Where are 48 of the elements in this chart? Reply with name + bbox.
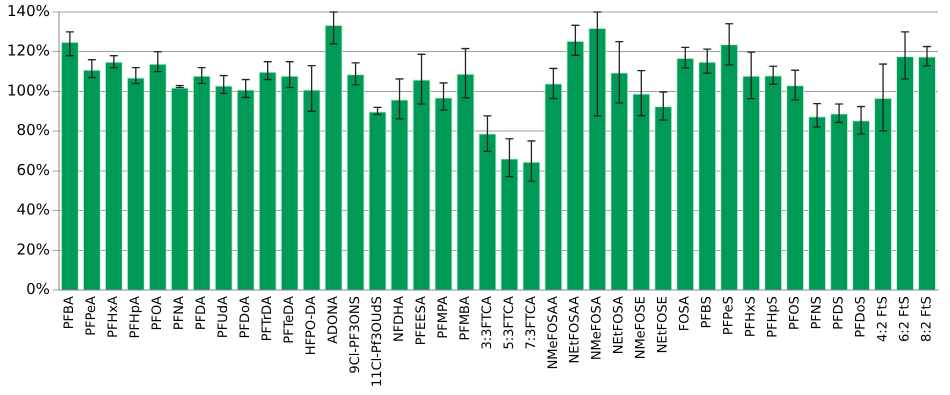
x-tick-label: PFHxS [744, 296, 759, 338]
x-tick-label: PFPeA [84, 296, 100, 336]
x-tick-label: PFDA [194, 296, 210, 330]
x-tick-label: PFPeS [722, 296, 737, 336]
x-tick-label: FOSA [678, 296, 693, 332]
y-tick-label: 0% [26, 280, 50, 298]
x-tick-label: PFDoS [853, 296, 868, 338]
x-tick-label: 9Cl-PF3ONS [348, 296, 363, 374]
x-tick-label: HFPO-DA [304, 296, 320, 356]
x-tick-label: PFHpA [128, 296, 144, 338]
x-tick-label: 5:3FTCA [502, 296, 517, 350]
x-tick-label: PFNA [172, 296, 188, 330]
x-tick-label: PFMBA [458, 296, 473, 340]
x-tick-label: NMeFOSAA [546, 296, 561, 370]
x-tick-label: 6:2 FtS [897, 296, 912, 342]
y-tick-label: 120% [6, 42, 50, 60]
x-tick-label: PFBA [62, 296, 78, 330]
x-tick-label: PFDS [831, 296, 846, 330]
x-tick-label: PFUdA [216, 296, 232, 338]
x-tick-label: PFEESA [414, 296, 429, 346]
x-tick-label: PFHpS [766, 296, 781, 338]
x-tick-label: NEtFOSAA [568, 296, 583, 364]
x-tick-label: NMeFOSE [634, 296, 649, 360]
x-tick-label: 7:3FTCA [524, 296, 539, 350]
x-tick-label: PFTeDA [282, 296, 298, 344]
x-tick-label: NFDHA [392, 296, 407, 342]
x-tick-label: 3:3FTCA [480, 296, 495, 350]
x-tick-label: NMeFOSA [590, 296, 605, 360]
x-tick-label: PFMPA [436, 296, 451, 339]
x-tick-label: PFOS [788, 296, 803, 330]
x-tick-label: PFNS [809, 296, 824, 330]
x-tick-label: 11Cl-Pf3OUdS [370, 296, 385, 388]
x-tick-label: NEtFOSE [656, 296, 671, 354]
x-tick-label: PFTrDA [260, 296, 276, 342]
x-tick-label: 4:2 FtS [875, 296, 890, 342]
y-tick-label: 60% [16, 160, 50, 179]
x-tick-label: NEtFOSA [612, 296, 627, 354]
y-tick-label: 80% [16, 121, 50, 140]
x-tick-label: PFOA [150, 296, 166, 330]
x-tick-label: PFDoA [238, 296, 254, 338]
y-tick-label: 40% [16, 200, 50, 219]
x-tick-label: ADONA [326, 296, 341, 344]
y-tick-label: 140% [6, 2, 50, 20]
y-tick-label: 100% [6, 81, 50, 100]
x-tick-label: 8:2 FtS [919, 296, 934, 342]
x-tick-label: PFBS [700, 296, 715, 328]
x-tick-label: PFHxA [106, 296, 122, 338]
y-tick-label: 20% [16, 240, 50, 258]
